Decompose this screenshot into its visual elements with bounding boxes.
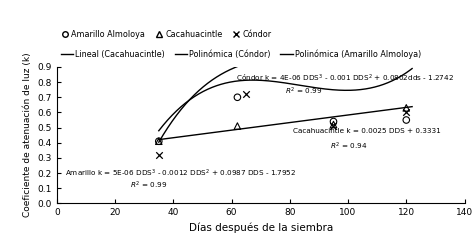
Text: Amarillo k = 5E-06 DDS$^3$ - 0.0012 DDS$^2$ + 0.0987 DDS - 1.7952: Amarillo k = 5E-06 DDS$^3$ - 0.0012 DDS$…: [65, 168, 296, 179]
Text: Cóndor k = 4E-06 DDS$^3$ - 0.001 DDS$^2$ + 0.0802dds - 1.2742: Cóndor k = 4E-06 DDS$^3$ - 0.001 DDS$^2$…: [236, 72, 454, 84]
Point: [402, 118, 410, 122]
Point: [330, 123, 337, 126]
X-axis label: Días después de la siembra: Días después de la siembra: [189, 223, 333, 233]
Point: [402, 110, 410, 114]
Point: [234, 124, 241, 128]
Y-axis label: Coeficiente de atenuación de luz (k): Coeficiente de atenuación de luz (k): [23, 53, 32, 217]
Point: [155, 139, 163, 143]
Point: [155, 153, 163, 157]
Point: [402, 106, 410, 110]
Text: Cacahuacintle k = 0.0025 DDS + 0.3331: Cacahuacintle k = 0.0025 DDS + 0.3331: [293, 128, 441, 134]
Point: [330, 120, 337, 124]
Point: [242, 92, 250, 96]
Point: [234, 95, 241, 99]
Text: $R^2$ = 0.99: $R^2$ = 0.99: [130, 180, 167, 191]
Point: [330, 124, 337, 128]
Point: [155, 139, 163, 143]
Legend: Lineal (Cacahuacintle), Polinómica (Cóndor), Polinómica (Amarillo Almoloya): Lineal (Cacahuacintle), Polinómica (Cónd…: [61, 49, 421, 59]
Text: $R^2$ = 0.94: $R^2$ = 0.94: [330, 141, 367, 152]
Text: $R^2$ = 0.99: $R^2$ = 0.99: [285, 86, 322, 97]
